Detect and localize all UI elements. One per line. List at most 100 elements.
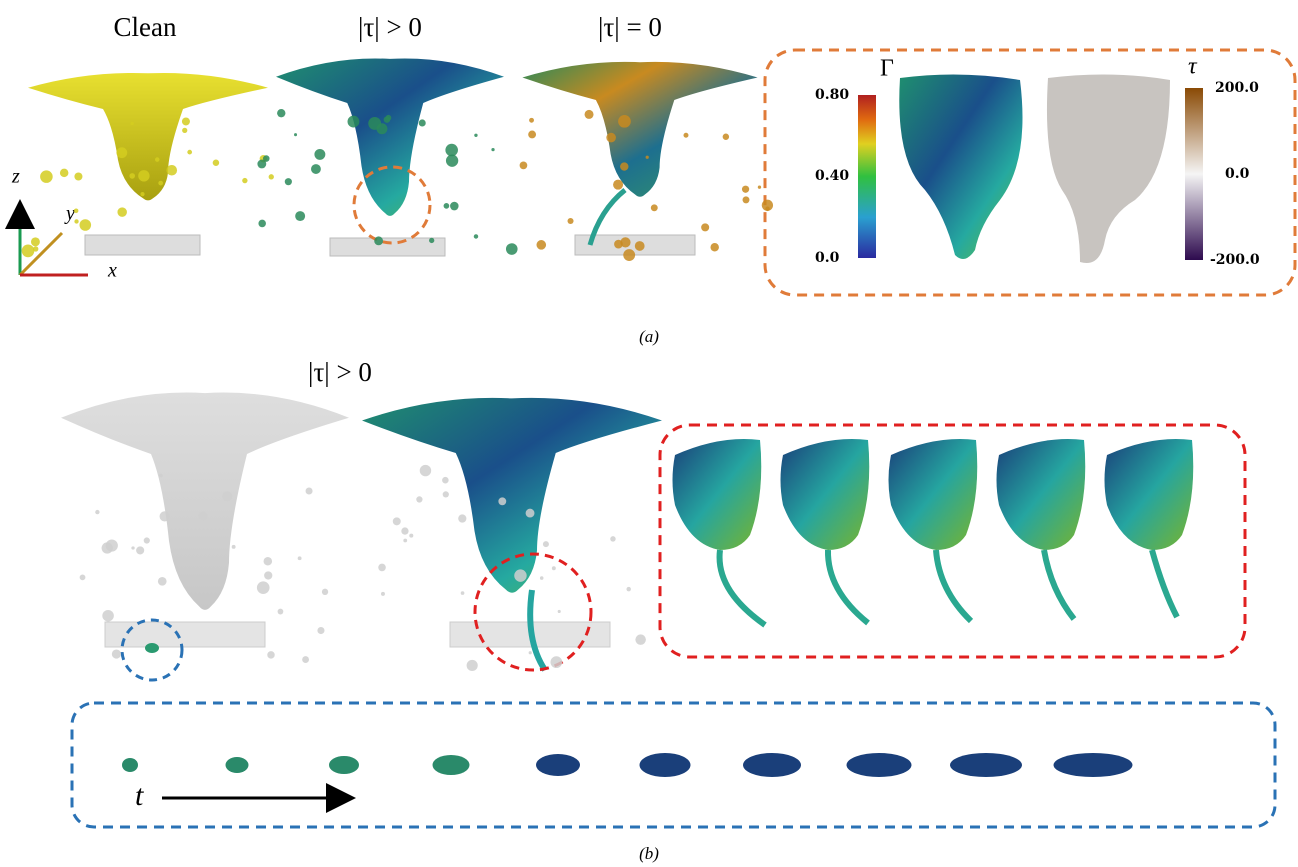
- bubble: [741, 185, 750, 193]
- bubble: [314, 148, 326, 160]
- bubble: [416, 496, 423, 503]
- bubble: [116, 147, 128, 159]
- axis-label: y: [64, 203, 75, 225]
- colorbar-tick: 0.0: [815, 250, 840, 266]
- bubble: [59, 168, 69, 178]
- droplet: [536, 754, 580, 776]
- bubble: [159, 473, 163, 478]
- bubble: [634, 241, 645, 251]
- bubble: [418, 119, 426, 127]
- bubble: [30, 237, 40, 247]
- bubble: [409, 533, 414, 538]
- bubble: [305, 487, 313, 495]
- bubble: [525, 508, 535, 518]
- bubble: [79, 574, 86, 581]
- bubble: [74, 219, 79, 224]
- bubble: [294, 133, 298, 137]
- bubble: [536, 240, 547, 250]
- bubble: [460, 591, 465, 595]
- droplet: [639, 753, 691, 777]
- bubble: [317, 626, 325, 635]
- droplet: [743, 753, 801, 777]
- interface-surfactant: [362, 397, 662, 593]
- bubble: [321, 588, 329, 596]
- ligament: [824, 549, 870, 626]
- bubble: [613, 179, 624, 190]
- bubble: [635, 634, 646, 645]
- bubble: [645, 155, 649, 159]
- bubble: [117, 207, 127, 217]
- bubble: [311, 164, 321, 174]
- bubble: [610, 536, 616, 542]
- bubble: [347, 115, 360, 128]
- bubble: [95, 509, 100, 515]
- bubble: [742, 196, 750, 204]
- bubble: [514, 569, 527, 582]
- zoom-lobe: [888, 439, 978, 550]
- bubble: [263, 556, 273, 566]
- bubble: [626, 586, 631, 592]
- droplet: [1053, 753, 1133, 777]
- bubble: [557, 609, 561, 614]
- bubble: [262, 155, 270, 162]
- bubble: [231, 544, 236, 549]
- bubble: [429, 237, 435, 244]
- bubble: [710, 242, 719, 252]
- bubble: [474, 133, 478, 137]
- bubble: [765, 206, 770, 212]
- bubble: [383, 116, 391, 123]
- droplet: [846, 753, 912, 777]
- axis-label: x: [107, 260, 117, 282]
- zoom-circle: [352, 165, 432, 245]
- bubble: [542, 541, 549, 548]
- bubble: [143, 537, 150, 544]
- bubble: [458, 514, 467, 523]
- bubble: [277, 608, 284, 615]
- bubble: [111, 649, 122, 659]
- ligament: [1149, 549, 1180, 619]
- bubble: [401, 527, 409, 535]
- bubble: [683, 132, 689, 138]
- bubble: [140, 192, 145, 197]
- bubble: [136, 546, 145, 555]
- bubble: [182, 127, 188, 134]
- gamma-colorbar: [858, 95, 876, 258]
- bubble: [198, 511, 208, 521]
- bubble: [257, 159, 267, 169]
- bubble: [378, 563, 386, 572]
- droplet: [145, 643, 159, 653]
- bubble: [267, 651, 275, 659]
- bubble: [212, 159, 220, 167]
- zoom-circle: [120, 618, 184, 682]
- droplet: [122, 758, 138, 772]
- colorbar-tick: 0.0: [1225, 166, 1250, 182]
- bubble: [256, 581, 270, 594]
- axis-label: z: [11, 166, 20, 188]
- bubble: [528, 651, 532, 655]
- bubble: [618, 114, 631, 128]
- colorbar-tick: 0.80: [815, 87, 849, 103]
- bubble: [606, 132, 616, 143]
- bubble: [445, 154, 459, 167]
- bubble: [392, 517, 401, 526]
- interface-clean: [28, 72, 268, 201]
- bubble: [505, 243, 518, 255]
- colorbar-title: Γ: [880, 56, 894, 82]
- droplet: [329, 756, 359, 774]
- bubble: [529, 117, 534, 123]
- colorbar-tick: -200.0: [1210, 252, 1260, 268]
- bubble: [620, 162, 629, 171]
- bubble: [466, 659, 478, 672]
- droplet: [950, 753, 1022, 777]
- caption: (a): [639, 327, 659, 346]
- bubble: [567, 217, 574, 225]
- panel-title: |τ| > 0: [358, 12, 422, 42]
- bubble: [297, 556, 302, 561]
- colorbar-title: τ: [1188, 54, 1198, 80]
- bubble: [130, 121, 134, 126]
- bubble: [268, 174, 274, 180]
- interface-surfactant: [276, 58, 504, 216]
- zoom-lobe: [780, 439, 870, 550]
- bubble: [757, 185, 762, 189]
- bubble: [242, 177, 248, 184]
